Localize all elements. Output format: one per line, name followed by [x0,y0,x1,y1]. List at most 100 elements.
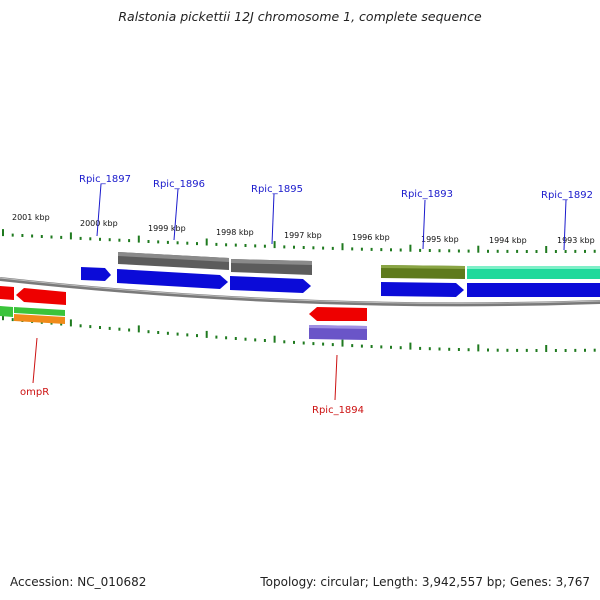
gene-arrow [381,282,464,297]
tick-mark [99,326,101,329]
kbp-label: 1995 kbp [421,235,459,244]
tick-mark [341,339,344,347]
tick-mark [205,238,208,246]
tick-mark [419,248,422,252]
tick-mark [399,346,402,350]
tick-mark [99,237,101,241]
tick-mark [380,248,383,252]
tick-mark [108,238,111,242]
tick-mark [525,250,528,253]
tick-mark [89,237,92,241]
gene-label: ompR [20,387,49,398]
tick-mark [157,240,160,244]
gene-label: Rpic_1897 [79,174,131,185]
tick-mark [399,248,402,252]
tick-mark [496,249,499,253]
tick-mark [341,243,344,251]
tick-mark [322,342,325,346]
kbp-label: 1993 kbp [557,236,595,245]
tick-mark [428,347,431,351]
tick-mark [263,244,266,248]
gene-arrow [117,269,228,289]
kbp-label: 2000 kbp [80,219,118,228]
tick-mark [196,242,198,246]
tick-mark [467,348,470,352]
tick-mark [186,333,189,337]
tick-mark [535,349,538,352]
tick-mark [370,247,373,251]
tick-mark [554,349,557,352]
gene-label: Rpic_1892 [541,190,593,201]
minus-strand-features [0,286,367,340]
tick-mark [293,340,295,344]
tick-mark [263,339,266,342]
tick-mark [89,325,92,329]
tick-mark [283,245,286,249]
tick-mark [351,344,354,348]
tick-mark [2,229,4,237]
tick-mark [487,249,489,253]
gene-arrow [16,288,66,305]
tick-mark [477,245,480,253]
minus-gene-labels: ompR Rpic_1894 [20,387,364,416]
tick-mark [2,313,4,321]
tick-mark [331,343,334,347]
tick-mark [176,241,179,245]
tick-mark [457,348,460,351]
gene-feature [14,314,65,324]
gene-label: Rpic_1895 [251,184,303,195]
tick-mark [574,348,577,352]
tick-mark [176,332,179,336]
kbp-label: 1998 kbp [216,228,254,237]
tick-mark [593,249,596,253]
tick-mark [254,244,257,248]
tick-mark [11,318,14,322]
plus-gene-labels: Rpic_1897 Rpic_1896 Rpic_1895 Rpic_1893 … [79,174,593,201]
tick-mark [196,334,198,338]
tick-mark [108,326,111,330]
tick-mark [564,250,567,253]
gene-feature [467,266,600,279]
tick-mark [506,348,509,352]
tick-mark [79,324,82,328]
upper-tick-row [2,229,596,253]
gene-feature [0,306,13,317]
tick-mark [60,322,63,326]
tick-mark [409,342,412,350]
tick-mark [69,232,72,240]
tick-mark [60,235,63,239]
tick-mark [409,244,412,252]
gene-label: Rpic_1894 [312,405,364,416]
tick-mark [186,241,189,245]
tick-mark [554,250,557,253]
tick-mark [225,243,228,247]
tick-mark [244,337,247,341]
map-title: Ralstonia pickettii 12J chromosome 1, co… [118,9,482,24]
tick-mark [118,238,121,242]
gene-feature [14,307,65,316]
tick-mark [225,336,228,340]
tick-mark [506,249,509,253]
tick-mark [21,234,24,237]
tick-mark [322,246,325,250]
tick-mark [137,235,140,243]
kbp-label: 2001 kbp [12,213,50,222]
tick-mark [234,243,237,247]
tick-mark [166,331,169,335]
tick-mark [593,348,596,352]
tick-mark [535,250,538,253]
tick-mark [273,335,276,343]
tick-mark [438,249,441,253]
tick-mark [360,247,363,251]
tick-mark [215,335,218,339]
gene-arrow [467,283,600,297]
kbp-label: 1997 kbp [284,231,322,240]
tick-mark [283,340,286,344]
gene-arrow [309,307,367,321]
tick-mark [419,346,422,350]
kbp-label: 1996 kbp [352,233,390,242]
tick-mark [545,345,548,352]
minus-leader-lines [32,337,338,401]
tick-mark [137,325,140,333]
tick-mark [312,342,315,346]
